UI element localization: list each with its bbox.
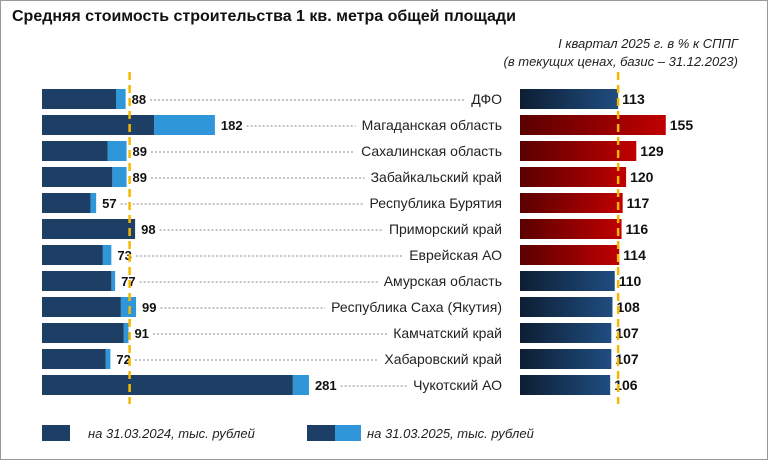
value-label-2025: 89 bbox=[133, 144, 147, 159]
bar-2024 bbox=[42, 297, 121, 317]
category-label: Забайкальский край bbox=[371, 169, 502, 185]
bar-2024 bbox=[42, 323, 124, 343]
chart-title: Средняя стоимость строительства 1 кв. ме… bbox=[12, 8, 516, 25]
bar-2024 bbox=[42, 349, 106, 369]
category-label: Еврейская АО bbox=[409, 247, 502, 263]
category-label: Республика Саха (Якутия) bbox=[331, 299, 502, 315]
bar-2025-increment bbox=[112, 167, 127, 187]
value-label-percent: 129 bbox=[640, 143, 664, 159]
bar-percent bbox=[520, 245, 620, 265]
bar-2024 bbox=[42, 219, 136, 239]
value-label-percent: 110 bbox=[619, 273, 642, 289]
bar-2024 bbox=[42, 271, 112, 291]
value-label-percent: 155 bbox=[670, 117, 694, 133]
value-label-2025: 98 bbox=[141, 222, 155, 237]
left-bars-group: 88 ДФО 182 Магаданская область 89 Сахалинская… bbox=[42, 89, 502, 395]
bar-2025-increment bbox=[123, 323, 129, 343]
value-label-percent: 106 bbox=[614, 377, 638, 393]
category-label: Камчатский край bbox=[393, 325, 502, 341]
bar-2025-increment bbox=[105, 349, 111, 369]
category-label: Магаданская область bbox=[362, 117, 502, 133]
bar-2024 bbox=[42, 193, 91, 213]
value-label-2025: 72 bbox=[116, 352, 130, 367]
bar-2025-increment bbox=[111, 271, 116, 291]
bar-2024 bbox=[42, 89, 117, 109]
bar-2024 bbox=[42, 115, 155, 135]
bar-2025-increment bbox=[107, 141, 127, 161]
category-label: Республика Бурятия bbox=[370, 195, 502, 211]
bar-percent bbox=[520, 219, 622, 239]
value-label-percent: 116 bbox=[626, 221, 649, 237]
value-label-2025: 99 bbox=[142, 300, 156, 315]
category-label: Сахалинская область bbox=[361, 143, 502, 159]
category-label: Чукотский АО bbox=[413, 377, 502, 393]
bar-percent bbox=[520, 89, 619, 109]
value-label-2025: 281 bbox=[315, 378, 337, 393]
bar-percent bbox=[520, 323, 612, 343]
bar-percent bbox=[520, 193, 623, 213]
bar-percent bbox=[520, 141, 637, 161]
bar-2025-increment bbox=[116, 89, 126, 109]
value-label-2025: 57 bbox=[102, 196, 116, 211]
right-bars-group: 113 155 129 120 117 116 114 110 108 107 107 106 bbox=[520, 89, 693, 395]
bar-percent bbox=[520, 167, 627, 187]
bar-percent bbox=[520, 349, 612, 369]
right-chart-subtitle-basis: (в текущих ценах, базис – 31.12.2023) bbox=[503, 54, 738, 69]
right-chart-subtitle: I квартал 2025 г. в % к СППГ bbox=[558, 36, 738, 51]
bar-2024 bbox=[42, 141, 108, 161]
bar-percent bbox=[520, 297, 613, 317]
bar-2024 bbox=[42, 375, 293, 395]
category-label: Амурская область bbox=[384, 273, 502, 289]
value-label-percent: 113 bbox=[622, 91, 645, 107]
bar-2025-increment bbox=[292, 375, 309, 395]
bar-2024 bbox=[42, 167, 113, 187]
bar-percent bbox=[520, 271, 615, 291]
value-label-2025: 182 bbox=[221, 118, 243, 133]
value-label-2025: 88 bbox=[132, 92, 146, 107]
value-label-percent: 114 bbox=[623, 247, 646, 263]
bar-2024 bbox=[42, 245, 103, 265]
value-label-percent: 117 bbox=[627, 195, 650, 211]
value-label-percent: 107 bbox=[615, 325, 639, 341]
bar-percent bbox=[520, 375, 611, 395]
value-label-2025: 91 bbox=[134, 326, 148, 341]
value-label-percent: 107 bbox=[615, 351, 639, 367]
bar-percent bbox=[520, 115, 666, 135]
reference-lines bbox=[128, 72, 620, 404]
bar-2025-increment bbox=[90, 193, 97, 213]
category-label: ДФО bbox=[471, 91, 502, 107]
value-label-2025: 89 bbox=[133, 170, 147, 185]
category-label: Приморский край bbox=[389, 221, 502, 237]
value-label-2025: 73 bbox=[117, 248, 131, 263]
value-label-percent: 108 bbox=[616, 299, 640, 315]
bar-2025-increment bbox=[154, 115, 215, 135]
category-label: Хабаровский край bbox=[384, 351, 502, 367]
bar-2025-increment bbox=[102, 245, 112, 265]
value-label-percent: 120 bbox=[630, 169, 654, 185]
